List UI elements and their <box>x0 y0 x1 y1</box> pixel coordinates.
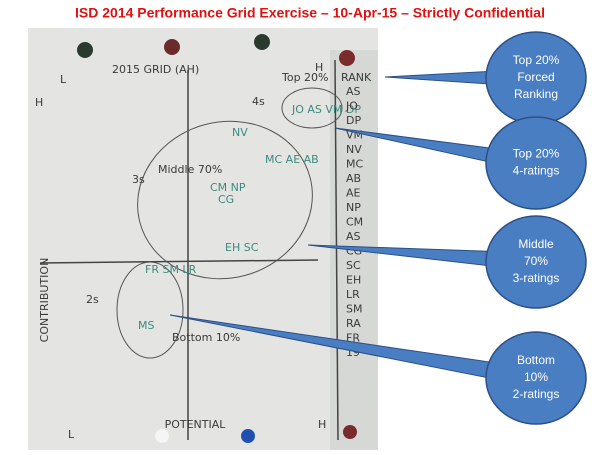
callout-bubble <box>485 331 587 425</box>
corner: H <box>318 418 326 431</box>
rank-line <box>334 59 339 441</box>
corner: H <box>315 61 323 74</box>
whiteboard-photo: 2015 GRID (AH) RANK CONTRIBUTION POTENTI… <box>28 28 378 450</box>
names: JO AS VM DP <box>291 103 361 116</box>
magnet <box>164 39 180 55</box>
rank-entry: AE <box>346 187 361 200</box>
names: EH SC <box>225 241 259 254</box>
names: MC AE AB <box>265 153 319 166</box>
rank-entry: DP <box>346 114 361 127</box>
rank-entry: JO <box>345 100 358 113</box>
callout-text: Middle <box>518 237 554 251</box>
rank-entry: SM <box>346 303 362 316</box>
callout-bubble <box>485 116 587 210</box>
callout-text: Top 20% <box>513 147 560 161</box>
callout-text: Bottom <box>517 353 555 367</box>
magnet <box>254 34 270 50</box>
board <box>28 28 378 450</box>
magnet <box>343 425 357 439</box>
bottom-note: Bottom 10% <box>172 331 240 344</box>
rank-entry: CM <box>346 216 363 229</box>
magnet <box>339 50 355 66</box>
names: CG <box>218 193 234 206</box>
names: FR SM LR <box>145 263 197 276</box>
callout-text: 2-ratings <box>513 387 560 401</box>
rank-entry: NV <box>346 143 362 156</box>
rank-heading: RANK <box>341 71 372 84</box>
horizontal-axis <box>39 259 319 264</box>
title: ISD 2014 Performance Grid Exercise – 10-… <box>75 5 545 21</box>
rank-entry: AS <box>346 85 361 98</box>
rank-entry: SC <box>346 259 361 272</box>
rank-entry: AS <box>346 230 361 243</box>
names: NV <box>232 126 248 139</box>
magnet <box>155 429 169 443</box>
middle-note: Middle 70% <box>158 163 222 176</box>
callout-bubble <box>485 215 587 309</box>
corner: H <box>35 96 43 109</box>
box-mid: 3s <box>132 173 145 186</box>
rank-entry: AB <box>346 172 361 185</box>
names: MS <box>138 319 154 332</box>
callout-text: Forced <box>517 70 554 84</box>
corner: L <box>60 73 67 86</box>
callout-text: 4-ratings <box>513 164 560 178</box>
middle-ellipse <box>137 120 313 280</box>
callout-text: Top 20% <box>513 53 560 67</box>
names: CM NP <box>210 181 246 194</box>
callout-text: 10% <box>524 370 548 384</box>
board-heading: 2015 GRID (AH) <box>112 63 199 76</box>
rank-entry: LR <box>346 288 360 301</box>
rank-entry: EH <box>346 274 361 287</box>
callout-text: 3-ratings <box>513 271 560 285</box>
bottom-ellipse <box>116 261 184 359</box>
corner: L <box>68 428 75 441</box>
x-axis-label: POTENTIAL <box>165 418 227 431</box>
box-bottom: 2s <box>86 293 99 306</box>
callout-text: Ranking <box>514 87 558 101</box>
callouts: Top 20% Forced Ranking Top 20% 4-ratings Midd… <box>169 31 587 425</box>
y-axis-label: CONTRIBUTION <box>38 258 51 343</box>
rank-entry: NP <box>346 201 361 214</box>
top-ellipse <box>281 87 343 129</box>
magnet <box>77 42 93 58</box>
magnet <box>241 429 255 443</box>
top-note: Top 20% <box>281 71 329 84</box>
box-top: 4s <box>252 95 265 108</box>
callout-text: 70% <box>524 254 548 268</box>
rank-entry: RA <box>346 317 361 330</box>
rank-entry: MC <box>346 158 363 171</box>
